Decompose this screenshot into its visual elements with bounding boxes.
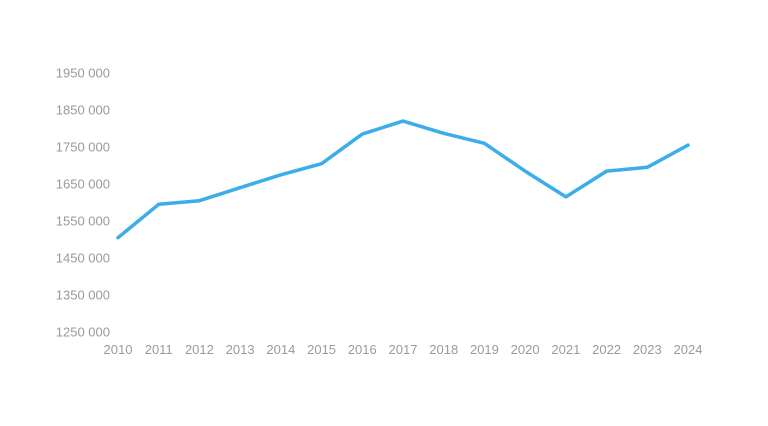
x-axis-tick-label: 2012 — [185, 342, 214, 357]
x-axis-tick-label: 2011 — [145, 342, 173, 357]
y-axis-tick-label: 1350 000 — [56, 288, 110, 303]
x-axis-tick-label: 2022 — [592, 342, 621, 357]
x-axis-tick-label: 2020 — [511, 342, 540, 357]
x-axis-tick-label: 2015 — [307, 342, 336, 357]
y-axis-tick-label: 1850 000 — [56, 103, 110, 118]
x-axis-tick-label: 2016 — [348, 342, 377, 357]
y-axis-tick-label: 1650 000 — [56, 177, 110, 192]
y-axis-tick-label: 1550 000 — [56, 214, 110, 229]
x-axis-tick-label: 2014 — [266, 342, 295, 357]
x-axis-tick-label: 2013 — [226, 342, 255, 357]
x-axis-tick-label: 2017 — [389, 342, 418, 357]
y-axis-tick-label: 1950 000 — [56, 66, 110, 81]
x-axis-tick-label: 2021 — [551, 342, 580, 357]
x-axis-tick-label: 2024 — [674, 342, 703, 357]
y-axis-tick-label: 1750 000 — [56, 140, 110, 155]
x-axis-tick-label: 2023 — [633, 342, 662, 357]
y-axis-tick-label: 1450 000 — [56, 251, 110, 266]
x-axis-tick-label: 2018 — [429, 342, 458, 357]
y-axis-tick-label: 1250 000 — [56, 325, 110, 340]
x-axis-tick-label: 2019 — [470, 342, 499, 357]
x-axis-tick-label: 2010 — [104, 342, 133, 357]
data-series-line — [116, 119, 690, 240]
